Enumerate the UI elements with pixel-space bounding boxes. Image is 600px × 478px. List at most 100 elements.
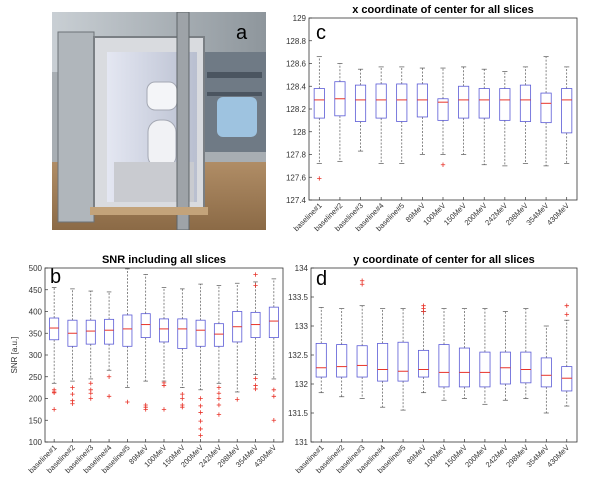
chart-b-outlier — [88, 391, 93, 396]
chart-d-ytick-label: 133.5 — [288, 293, 309, 302]
chart-d-ytick-label: 131.5 — [288, 409, 309, 418]
chart-b-outlier — [70, 401, 75, 406]
chart-b-outlier — [180, 391, 185, 397]
chart-d-box — [479, 351, 491, 388]
chart-c-box — [313, 88, 325, 119]
chart-b-ytick-label: 400 — [29, 308, 43, 317]
chart-d-box — [520, 351, 532, 384]
chart-c-box — [478, 88, 490, 119]
chart-d-xtick-label: 430MeV — [545, 443, 571, 469]
chart-c-box — [396, 83, 408, 122]
chart-d-box — [438, 344, 450, 388]
scanner-room-photo — [52, 12, 266, 230]
chart-b-outlier — [143, 407, 148, 412]
chart-b-box — [49, 317, 60, 341]
chart-c-box — [499, 88, 511, 121]
chart-b-box — [104, 318, 115, 345]
chart-b-outlier — [180, 405, 185, 410]
chart-d-title: y coordinate of center for all slices — [353, 254, 535, 266]
chart-b-box — [195, 319, 206, 347]
chart-c-axes-frame — [308, 17, 578, 201]
chart-c-box — [519, 84, 532, 122]
chart-d-box — [356, 345, 368, 378]
chart-b-outlier — [216, 396, 222, 401]
chart-c-ytick-label: 128.4 — [286, 82, 307, 91]
chart-d-ytick-label: 132 — [295, 380, 309, 389]
chart-c-box — [540, 92, 552, 124]
chart-c-ytick-label: 128.6 — [286, 60, 307, 69]
chart-b-outlier — [271, 394, 277, 399]
panel-letter-a: a — [236, 22, 248, 44]
chart-b-box — [85, 319, 96, 345]
chart-b-ytick-label: 300 — [29, 351, 43, 360]
chart-d-box — [540, 357, 552, 388]
chart-d-ytick-label: 132.5 — [288, 351, 309, 360]
chart-b-ytick-label: 100 — [29, 438, 43, 447]
chart-c-box — [375, 83, 387, 119]
chart-b-outlier — [161, 383, 167, 388]
chart-b-outlier — [198, 403, 203, 409]
chart-b-outlier — [271, 418, 277, 423]
chart-b-outlier — [271, 387, 277, 392]
chart-b-outlier — [253, 272, 258, 277]
chart-b-ylabel: SNR [a.u.] — [10, 337, 19, 374]
chart-b-ytick-label: 200 — [29, 395, 43, 404]
chart-b-outlier — [180, 396, 185, 401]
chart-b-outlier — [198, 396, 203, 401]
chart-c-ytick-label: 128.2 — [286, 105, 307, 114]
chart-c-box — [561, 88, 573, 134]
chart-b-outlier — [216, 385, 222, 390]
chart-c-box — [354, 84, 367, 122]
chart-d-box — [336, 344, 348, 378]
chart-d-box — [458, 347, 470, 388]
panel-letter-b: b — [50, 266, 62, 288]
chart-d-box — [315, 342, 327, 378]
chart-b-outlier — [70, 391, 75, 397]
panel-letter-d: d — [316, 268, 328, 290]
chart-b-ytick-label: 250 — [29, 373, 43, 382]
chart-d-ytick-label: 134 — [295, 264, 309, 273]
chart-b-box — [213, 323, 224, 347]
chart-b-outlier — [198, 433, 203, 438]
chart-c-title: x coordinate of center for all slices — [352, 4, 534, 16]
chart-b-ytick-label: 500 — [29, 264, 43, 273]
chart-b-ytick-label: 150 — [29, 416, 43, 425]
chart-b-outlier — [88, 396, 93, 401]
chart-b-outlier — [253, 283, 258, 288]
chart-c-outlier — [317, 176, 322, 181]
chart-b-box — [177, 318, 188, 349]
chart-c-box — [458, 85, 470, 119]
chart-b-outlier — [106, 374, 112, 379]
chart-b-outlier — [216, 402, 222, 408]
chart-d-ytick-label: 133 — [295, 322, 309, 331]
chart-c-ytick-label: 127.8 — [286, 151, 307, 160]
chart-d-box — [397, 341, 409, 382]
chart-b-outlier — [216, 391, 222, 396]
chart-d-outlier — [421, 309, 426, 314]
chart-c-outlier — [440, 162, 446, 167]
chart-d-box — [418, 349, 430, 378]
chart-b-box — [122, 314, 133, 347]
chart-b-ytick-label: 450 — [29, 286, 43, 295]
chart-c-box — [437, 98, 449, 121]
chart-d-ytick-label: 131 — [295, 438, 309, 447]
chart-c-xtick-label: 430MeV — [545, 201, 571, 227]
chart-b-box — [140, 313, 151, 338]
panel-letter-c: c — [316, 22, 326, 44]
chart-b-outlier — [106, 394, 112, 399]
chart-d-axes-frame — [310, 267, 578, 443]
chart-b-ytick-label: 350 — [29, 329, 43, 338]
chart-d-box — [377, 342, 389, 382]
chart-b-outlier — [51, 407, 57, 412]
chart-d-outlier — [564, 303, 569, 308]
chart-d-outlier — [564, 312, 569, 317]
chart-c-ytick-label: 129 — [293, 14, 307, 23]
chart-b-outlier — [198, 410, 203, 415]
chart-c-ytick-label: 128.8 — [286, 37, 307, 46]
chart-b-box — [159, 318, 169, 343]
chart-c-box — [416, 83, 428, 118]
chart-b-outlier — [235, 397, 240, 402]
chart-b-outlier — [253, 376, 258, 381]
chart-b-title: SNR including all slices — [102, 254, 226, 266]
